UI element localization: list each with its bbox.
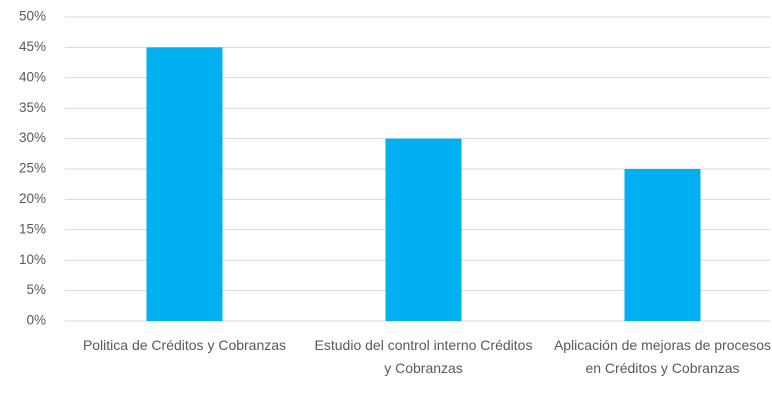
y-tick-label: 50% <box>19 9 46 24</box>
y-tick-label: 10% <box>19 252 46 267</box>
y-tick-label: 35% <box>19 100 46 115</box>
x-tick-label: Aplicación de mejoras de procesos en Cré… <box>553 337 772 376</box>
x-tick-label: Estudio del control interno Créditos y C… <box>314 337 533 376</box>
y-tick-label: 25% <box>19 161 46 176</box>
x-tick-label: Politica de Créditos y Cobranzas <box>82 337 287 353</box>
y-tick-label: 40% <box>19 69 46 84</box>
y-tick-label: 0% <box>26 313 46 328</box>
bar <box>385 138 462 321</box>
bar <box>146 47 223 322</box>
y-tick-label: 15% <box>19 221 46 236</box>
y-tick-label: 45% <box>19 39 46 54</box>
y-tick-label: 30% <box>19 130 46 145</box>
y-tick-label: 5% <box>26 282 46 297</box>
y-tick-label: 20% <box>19 191 46 206</box>
bar <box>624 169 701 321</box>
